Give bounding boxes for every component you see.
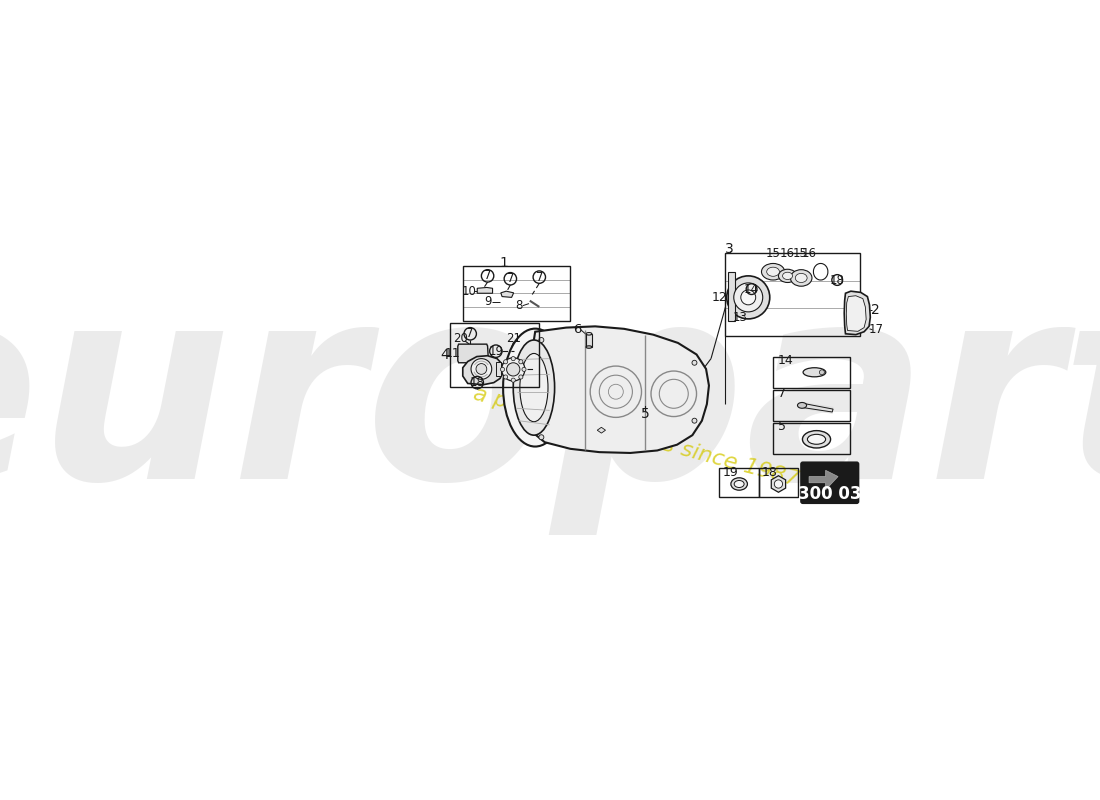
FancyBboxPatch shape [801,462,858,503]
Text: europarts: europarts [0,273,1100,535]
Ellipse shape [767,267,780,276]
Ellipse shape [782,272,793,279]
Text: 4: 4 [441,348,449,362]
Circle shape [507,362,520,376]
Ellipse shape [514,340,554,435]
Circle shape [502,358,525,381]
Text: 18: 18 [470,376,485,389]
Circle shape [500,367,505,371]
Polygon shape [477,287,493,294]
Text: 6: 6 [573,323,582,336]
Text: a passion for parts since 1987: a passion for parts since 1987 [472,384,802,490]
Ellipse shape [798,402,806,408]
Circle shape [471,358,492,379]
Bar [773,422,849,454]
Ellipse shape [761,263,784,280]
Text: 16: 16 [802,246,817,260]
Circle shape [539,434,543,440]
Circle shape [476,363,487,374]
Text: 5: 5 [640,407,649,422]
Text: 18: 18 [762,466,778,479]
Polygon shape [597,427,605,433]
Circle shape [539,338,543,342]
Circle shape [740,290,756,305]
Polygon shape [844,291,870,334]
Ellipse shape [779,270,796,282]
Text: 7: 7 [536,270,543,284]
Bar [773,357,849,387]
Bar [496,362,500,376]
Text: 10: 10 [462,285,476,298]
Text: 7: 7 [778,387,786,400]
Bar [759,468,797,498]
Polygon shape [500,291,514,298]
Ellipse shape [520,354,548,422]
Bar [726,253,860,336]
Polygon shape [846,296,866,331]
Circle shape [512,378,515,382]
Text: 7: 7 [466,327,474,340]
Bar [450,322,539,386]
Polygon shape [802,403,833,412]
Text: 15: 15 [792,246,807,260]
Circle shape [774,480,782,488]
Bar [719,468,759,498]
Circle shape [820,370,824,374]
Ellipse shape [791,270,812,286]
Text: 14: 14 [778,354,794,367]
Bar [773,390,849,421]
Text: 8: 8 [515,299,522,312]
Circle shape [512,357,515,361]
Ellipse shape [503,329,568,446]
Ellipse shape [730,478,747,490]
Bar [463,266,570,322]
Text: 17: 17 [868,323,883,336]
Ellipse shape [803,430,830,448]
Text: 5: 5 [778,420,786,434]
Text: 3: 3 [725,242,734,256]
Text: 20: 20 [453,332,469,346]
Bar [727,272,735,322]
Ellipse shape [734,481,744,487]
Text: 12: 12 [712,291,727,304]
Circle shape [519,375,522,379]
Circle shape [727,276,770,319]
Ellipse shape [586,346,592,348]
Text: 2: 2 [871,303,880,317]
Ellipse shape [803,368,826,377]
Text: 16: 16 [780,246,795,260]
Text: 9: 9 [484,295,492,309]
Polygon shape [528,326,708,453]
Text: 11: 11 [444,346,460,360]
Circle shape [504,360,508,364]
Text: 1: 1 [499,256,508,270]
Text: 21: 21 [506,332,521,346]
Text: 7: 7 [484,270,492,282]
Circle shape [519,360,522,364]
Polygon shape [463,356,504,385]
Polygon shape [458,344,488,362]
Circle shape [692,360,697,366]
Ellipse shape [586,333,592,335]
Text: 19: 19 [723,466,738,479]
Bar [586,334,592,347]
Text: 14: 14 [744,282,759,296]
Circle shape [734,283,762,312]
Text: 18: 18 [829,274,845,286]
Circle shape [504,375,508,379]
Ellipse shape [795,274,807,282]
Text: 300 03: 300 03 [798,485,861,503]
Polygon shape [810,470,838,490]
Text: 13: 13 [733,310,747,324]
Ellipse shape [807,434,826,444]
Circle shape [521,367,526,371]
Text: 19: 19 [488,345,504,358]
Polygon shape [771,476,785,492]
Text: 15: 15 [766,246,781,260]
Circle shape [692,418,697,423]
Text: 7: 7 [507,272,514,286]
